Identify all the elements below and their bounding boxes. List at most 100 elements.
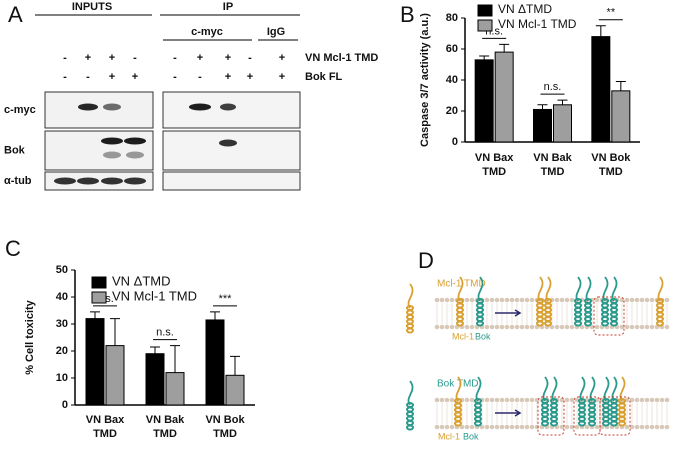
helix: [541, 416, 549, 422]
tail: [611, 276, 618, 302]
bar: [205, 319, 225, 406]
lipid: [659, 424, 665, 430]
error-bar: [150, 346, 160, 354]
helix: [474, 402, 482, 409]
sign: -: [173, 71, 177, 83]
x-tick-label: VN Bak TMD: [533, 152, 572, 178]
helix: [584, 316, 592, 322]
tail: [611, 376, 618, 402]
band: [220, 103, 236, 111]
tail: [455, 376, 462, 402]
helix: [584, 311, 592, 318]
row-label: Bok FL: [305, 71, 343, 83]
helix: [610, 307, 618, 313]
lipid: [509, 397, 515, 403]
lipid: [504, 324, 510, 330]
lipid: [629, 424, 635, 430]
helix: [476, 311, 484, 318]
helix: [574, 311, 582, 318]
lipid: [449, 424, 455, 430]
panel-letter: B: [400, 2, 415, 27]
significance: n.s.: [156, 327, 174, 339]
significance: n.s.: [544, 81, 562, 93]
lipid: [524, 297, 530, 303]
lipid: [564, 397, 570, 403]
helix: [406, 309, 414, 316]
sign: -: [248, 52, 252, 64]
band: [77, 177, 99, 185]
blot: [44, 91, 154, 129]
group-label: INPUTS: [72, 1, 112, 13]
blot: [162, 130, 301, 171]
helix: [602, 411, 610, 418]
helix: [544, 320, 552, 327]
lipid: [584, 424, 590, 430]
panel-letter: A: [8, 2, 23, 27]
lipid: [664, 424, 670, 430]
legend-label: VN ΔTMD: [112, 273, 171, 288]
helix: [406, 323, 414, 329]
lipid: [649, 324, 655, 330]
lipid: [434, 324, 440, 330]
blot-label: c-myc: [4, 104, 36, 116]
lipid: [529, 324, 535, 330]
sign: +: [197, 52, 203, 64]
bar: [85, 318, 105, 406]
sign: -: [173, 52, 177, 64]
lipid: [434, 424, 440, 430]
helix: [456, 311, 464, 318]
lipid: [664, 297, 670, 303]
significance: n.s.: [485, 25, 503, 37]
significance: **: [607, 7, 616, 19]
lipid: [469, 397, 475, 403]
helix: [456, 320, 464, 327]
y-axis-label: Caspase 3/7 activity (a.u.): [419, 13, 431, 147]
helix: [574, 302, 582, 309]
helix: [541, 407, 549, 413]
lipid: [634, 297, 640, 303]
legend-label: VN Mcl-1 TMD: [112, 288, 197, 303]
tail: [545, 276, 552, 302]
lipid: [464, 397, 470, 403]
lipid: [564, 297, 570, 303]
helix: [536, 320, 544, 327]
helix: [550, 407, 558, 413]
label: Mcl-1 TMD: [437, 279, 486, 290]
helix: [584, 302, 592, 309]
helix: [456, 302, 464, 309]
sign: +: [279, 71, 285, 83]
label: Mcl-1: [438, 431, 460, 441]
tail: [477, 276, 484, 302]
tail: [575, 276, 582, 302]
error-bar: [595, 25, 606, 37]
lipid: [489, 324, 495, 330]
band: [101, 177, 123, 185]
lipid: [534, 424, 540, 430]
highlight-box: [537, 396, 565, 436]
helix: [618, 420, 626, 427]
helix: [536, 307, 544, 313]
lipid: [564, 324, 570, 330]
helix: [550, 411, 558, 418]
y-axis-label: % Cell toxicity: [24, 299, 36, 374]
legend-swatch: [91, 291, 107, 304]
label: Bok: [463, 431, 479, 441]
lipid: [434, 297, 440, 303]
helix: [610, 420, 618, 427]
helix: [610, 320, 618, 327]
lipid: [619, 324, 625, 330]
error-bar: [615, 81, 626, 91]
lipid: [464, 324, 470, 330]
helix: [544, 307, 552, 313]
bar: [474, 59, 494, 143]
helix: [584, 307, 592, 313]
bar: [611, 90, 631, 143]
helix: [656, 302, 664, 309]
legend-swatch: [477, 19, 493, 32]
helix: [610, 407, 618, 413]
lipid: [574, 424, 580, 430]
significance: ***: [219, 293, 233, 305]
sign: +: [225, 52, 231, 64]
helix: [656, 320, 664, 327]
